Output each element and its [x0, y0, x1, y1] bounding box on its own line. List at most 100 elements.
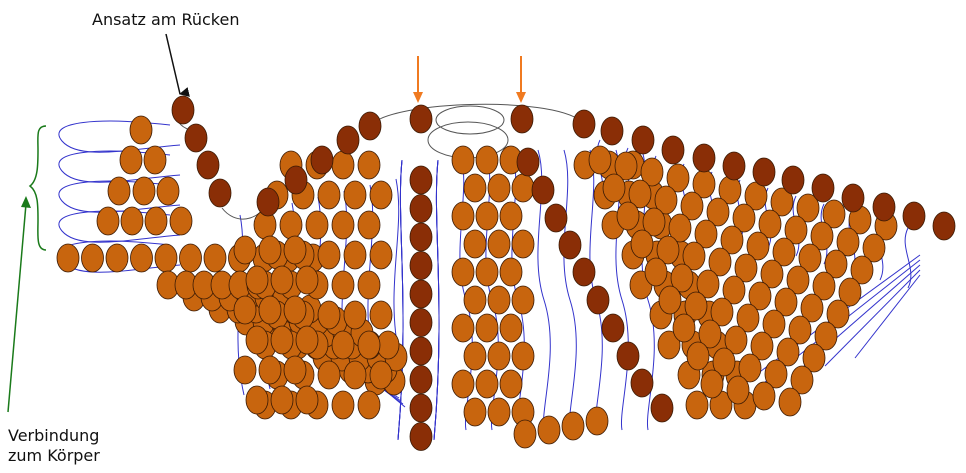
bead-dark	[409, 336, 433, 366]
bead-light	[331, 390, 355, 420]
bead-dark	[811, 173, 835, 203]
bead-light	[642, 207, 666, 237]
bead-light	[862, 233, 886, 263]
thread-left-loop	[58, 150, 181, 183]
bead-light	[698, 319, 722, 349]
bead-light	[129, 115, 153, 145]
bead-light	[826, 299, 850, 329]
bead-light	[357, 150, 381, 180]
bead-light	[179, 243, 202, 273]
arrow-orange-left-head	[413, 92, 423, 103]
bead-light	[644, 257, 668, 287]
bead-light	[487, 229, 511, 259]
thread-top-arc	[369, 103, 585, 127]
bead-light	[245, 325, 269, 355]
bead-light	[56, 243, 80, 273]
bead-light	[279, 210, 303, 240]
bead-light	[814, 321, 838, 351]
bead-light	[369, 360, 393, 390]
bead-dark	[409, 279, 433, 309]
bead-light	[463, 341, 487, 371]
bead-light	[258, 355, 282, 385]
bead-light	[786, 265, 810, 295]
bead-light	[283, 295, 307, 325]
bead-light	[762, 309, 786, 339]
bead-light	[233, 295, 257, 325]
bead-light	[451, 369, 475, 399]
bead-light	[270, 265, 294, 295]
bead-dark	[572, 109, 596, 139]
bead-light	[668, 213, 692, 243]
arrow-green	[7, 203, 27, 413]
bead-light	[451, 201, 475, 231]
bead-light	[802, 343, 826, 373]
label-line-2: zum Körper	[8, 446, 100, 465]
bead-light	[143, 145, 167, 175]
bead-light	[672, 313, 696, 343]
bead-dark	[841, 183, 865, 213]
bead-dark	[558, 230, 582, 260]
bead-light	[696, 269, 720, 299]
bead-dark	[872, 192, 896, 222]
bead-light	[499, 257, 523, 287]
bead-light	[463, 229, 487, 259]
bead-dark	[409, 251, 433, 280]
thread-top-loop	[904, 227, 912, 289]
bead-light	[487, 173, 511, 203]
bead-dark	[902, 201, 926, 231]
bead-light	[796, 193, 820, 223]
bead-light	[602, 173, 626, 203]
bead-light	[357, 330, 381, 360]
bead-dark	[256, 187, 280, 217]
bead-light	[706, 197, 730, 227]
bead-light	[295, 325, 319, 355]
bead-dark	[531, 175, 555, 205]
bead-light	[685, 390, 709, 420]
bead-dark	[516, 147, 540, 177]
bead-dark	[722, 151, 746, 181]
bead-light	[132, 176, 156, 206]
bead-dark	[284, 165, 308, 195]
bead-light	[788, 315, 812, 345]
bead-light	[295, 385, 319, 415]
bead-light	[283, 355, 307, 385]
bead-light	[81, 243, 104, 273]
bead-light	[738, 353, 762, 383]
bead-light	[720, 225, 744, 255]
bead-light	[258, 295, 282, 325]
bead-light	[270, 325, 294, 355]
bead-dark	[409, 393, 433, 423]
bead-light	[317, 360, 341, 390]
bead-light	[700, 369, 724, 399]
bead-light	[295, 265, 319, 295]
bead-dark	[661, 135, 685, 165]
bead-light	[750, 331, 774, 361]
bead-light	[487, 341, 511, 371]
bead-light	[588, 145, 612, 175]
bead-light	[107, 176, 131, 206]
bead-light	[836, 227, 860, 257]
bead-light	[748, 281, 772, 311]
bead-dark	[510, 104, 534, 134]
bead-light	[686, 341, 710, 371]
brace-green	[28, 125, 47, 251]
bead-light	[343, 360, 367, 390]
bead-light	[585, 406, 609, 436]
bead-light	[798, 243, 822, 273]
bead-light	[810, 221, 834, 251]
bead-dark	[358, 111, 382, 141]
bead-light	[772, 237, 796, 267]
bead-light	[511, 229, 535, 259]
bead-light	[666, 163, 690, 193]
arrow-black	[165, 33, 190, 97]
bead-light	[357, 210, 381, 240]
bead-light	[233, 355, 257, 385]
bead-dark	[781, 165, 805, 195]
bead-light	[654, 185, 678, 215]
bead-light	[451, 257, 475, 287]
bead-light	[463, 397, 487, 427]
bead-light	[144, 206, 168, 236]
bead-dark	[310, 145, 334, 175]
bead-light	[120, 206, 144, 236]
